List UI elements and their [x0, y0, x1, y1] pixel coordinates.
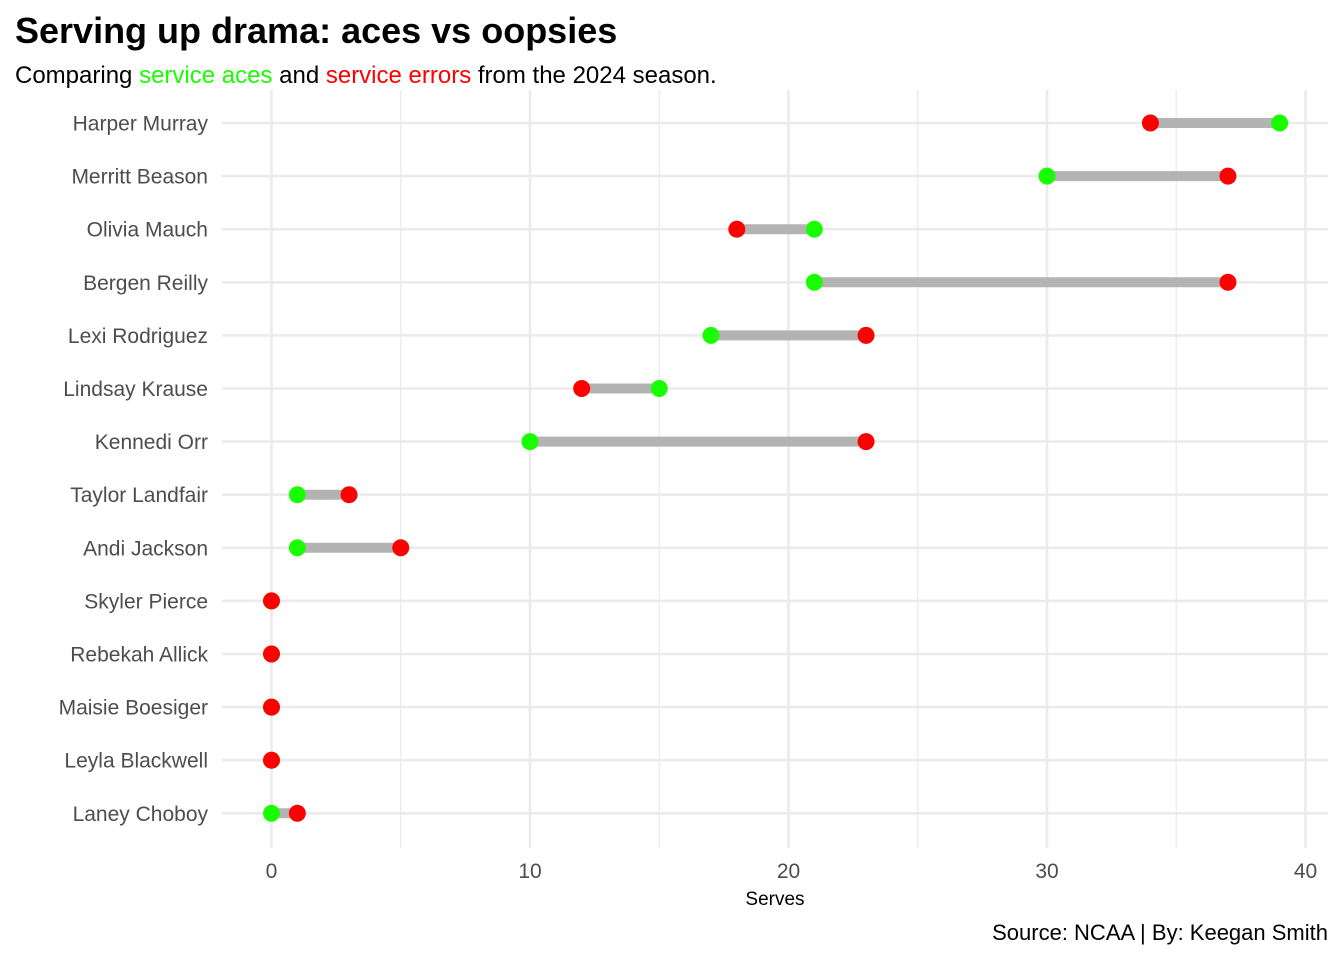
y-tick-label: Olivia Mauch — [87, 219, 208, 242]
errors-point — [857, 326, 875, 344]
chart-subtitle: Comparing service aces and service error… — [15, 62, 717, 90]
errors-point — [857, 433, 875, 451]
aces-point — [288, 539, 306, 557]
chart-title: Serving up drama: aces vs oopsies — [15, 10, 618, 51]
aces-point — [263, 804, 280, 822]
aces-point — [702, 326, 720, 344]
aces-point — [288, 486, 306, 504]
errors-point — [1141, 114, 1159, 132]
errors-point — [573, 380, 591, 397]
y-tick-label: Taylor Landfair — [70, 484, 208, 507]
aces-point — [805, 220, 823, 238]
x-tick-label: 10 — [518, 860, 541, 883]
point-layer — [263, 114, 1289, 822]
errors-point — [392, 539, 410, 557]
label-layer: Harper Murray Merritt Beason Olivia Mauch B… — [59, 113, 1318, 911]
aces-point — [805, 273, 823, 291]
y-tick-label: Laney Choboy — [73, 803, 209, 826]
y-tick-label: Harper Murray — [73, 113, 209, 136]
y-tick-label: Leyla Blackwell — [64, 750, 208, 773]
subtitle-mid: and — [272, 62, 326, 89]
errors-point — [263, 698, 280, 716]
y-tick-label: Bergen Reilly — [83, 272, 208, 295]
aces-point — [1271, 114, 1289, 132]
errors-point — [1219, 273, 1237, 291]
errors-point — [1219, 167, 1237, 185]
errors-point — [263, 592, 280, 610]
chart-caption: Source: NCAA | By: Keegan Smith — [992, 920, 1328, 945]
aces-point — [650, 380, 668, 397]
x-tick-label: 30 — [1035, 860, 1058, 883]
x-tick-label: 20 — [777, 860, 800, 883]
subtitle-errors-label: service errors — [325, 62, 472, 89]
y-tick-label: Andi Jackson — [83, 537, 208, 560]
y-tick-label: Skyler Pierce — [84, 590, 208, 613]
y-tick-label: Maisie Boesiger — [59, 697, 208, 720]
y-tick-label: Merritt Beason — [71, 166, 208, 189]
y-tick-label: Kennedi Orr — [95, 431, 208, 454]
segment-layer — [271, 118, 1280, 819]
x-axis-label: Serves — [745, 889, 804, 910]
x-tick-label: 0 — [266, 860, 278, 883]
errors-point — [263, 751, 280, 769]
grid-layer — [222, 90, 1328, 848]
subtitle-aces-label: service aces — [139, 62, 273, 89]
y-tick-label: Lexi Rodriguez — [68, 325, 208, 348]
y-tick-label: Lindsay Krause — [63, 378, 208, 401]
x-tick-label: 40 — [1294, 860, 1317, 883]
y-tick-label: Rebekah Allick — [70, 644, 208, 667]
errors-point — [340, 486, 358, 504]
subtitle-suffix: from the 2024 season. — [471, 62, 717, 89]
aces-point — [1038, 167, 1056, 185]
aces-point — [521, 433, 539, 451]
errors-point — [263, 645, 280, 663]
errors-point — [728, 220, 746, 238]
subtitle-prefix: Comparing — [15, 62, 140, 89]
errors-point — [288, 804, 306, 822]
